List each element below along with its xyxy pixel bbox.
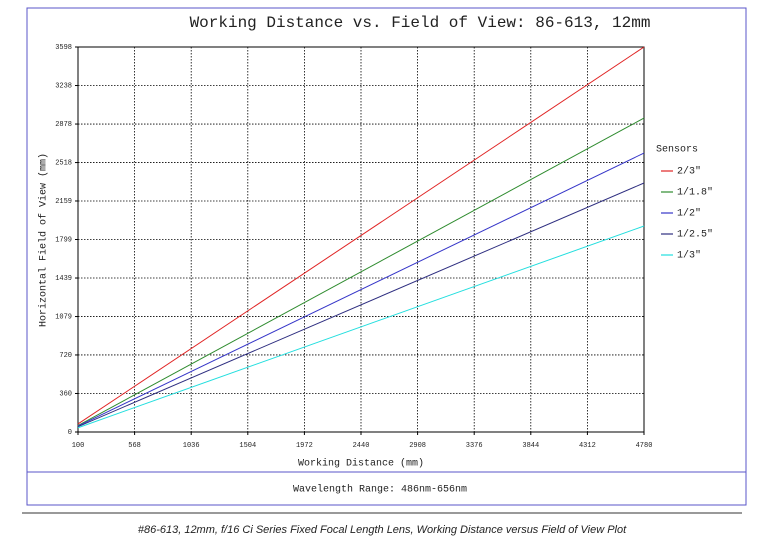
x-tick-label: 4780 [636,442,653,450]
x-axis-label: Working Distance (mm) [298,458,424,470]
x-tick-label: 3844 [522,442,539,450]
y-tick-label: 2878 [55,121,72,129]
legend-label: 1/1.8" [677,187,713,199]
y-tick-label: 2518 [55,159,72,167]
y-axis-label: Horizontal Field of View (mm) [38,153,50,327]
legend-title: Sensors [656,145,698,156]
legend-label: 1/2" [677,208,701,220]
x-tick-label: 4312 [579,442,596,450]
series-line [77,117,645,427]
y-tick-label: 3598 [55,44,72,52]
legend-label: 2/3" [677,166,701,178]
series-line [77,46,645,425]
series-line [77,152,645,427]
caption: #86-613, 12mm, f/16 Ci Series Fixed Foca… [138,524,627,536]
y-tick-label: 3238 [55,82,72,90]
legend-label: 1/2.5" [677,229,713,241]
x-tick-label: 1972 [296,442,313,450]
y-tick-label: 2159 [55,198,72,206]
x-tick-label: 100 [72,442,85,450]
chart-title: Working Distance vs. Field of View: 86-6… [190,14,651,32]
x-tick-label: 1036 [183,442,200,450]
chart-frame [26,7,747,506]
x-tick-label: 568 [128,442,141,450]
y-tick-label: 1799 [55,236,72,244]
y-tick-label: 1439 [55,275,72,283]
y-tick-label: 0 [68,429,72,437]
x-tick-label: 2908 [409,442,426,450]
x-tick-label: 2440 [353,442,370,450]
wavelength-note: Wavelength Range: 486nm-656nm [293,484,467,496]
x-tick-label: 3376 [466,442,483,450]
x-tick-label: 1504 [239,442,256,450]
y-tick-label: 720 [59,352,72,360]
series-line [77,182,645,428]
y-tick-label: 1079 [55,313,72,321]
legend-label: 1/3" [677,250,701,262]
y-tick-label: 360 [59,390,72,398]
series-line [77,225,645,429]
